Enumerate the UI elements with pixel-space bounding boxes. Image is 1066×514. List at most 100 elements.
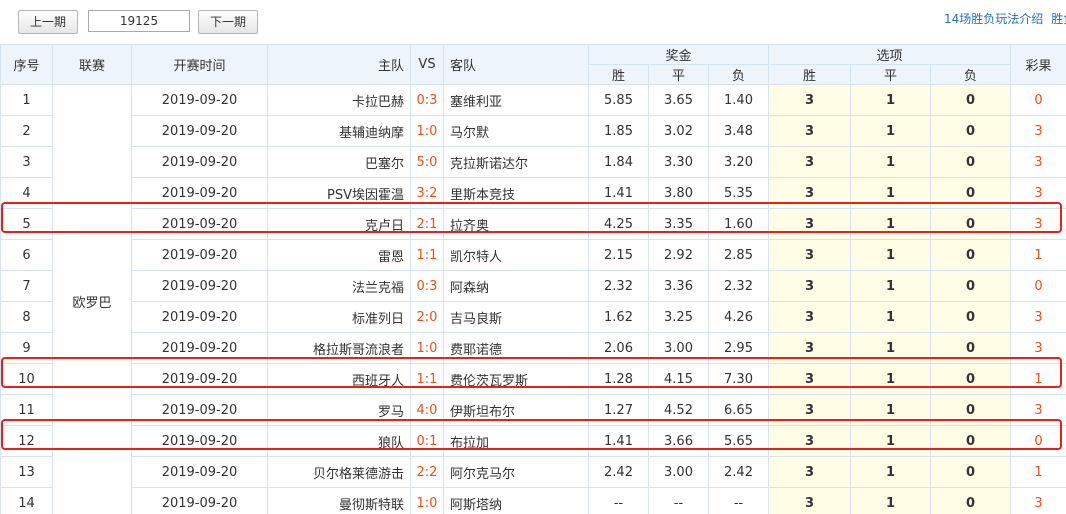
option-win: 3: [768, 270, 852, 302]
issue-input[interactable]: 19125: [88, 10, 190, 32]
sub-header: 负: [707, 64, 770, 85]
match-time: 2019-09-20: [131, 425, 268, 457]
score: 2:1: [410, 208, 444, 240]
away-team: 凯尔特人: [443, 239, 589, 271]
away-team: 阿斯塔纳: [443, 487, 589, 514]
result: 1: [1010, 456, 1066, 488]
home-team: 西班牙人: [267, 363, 411, 395]
score: 2:2: [410, 456, 444, 488]
match-time: 2019-09-20: [131, 146, 268, 178]
away-team: 克拉斯诺达尔: [443, 146, 589, 178]
match-row: 1 欧罗巴 2019-09-20 卡拉巴赫 0:3 塞维利亚 5.85 3.65 1.40 3 1 0…: [0, 84, 1066, 514]
home-team: 巴塞尔: [267, 146, 411, 178]
row-number: 14: [0, 487, 53, 514]
option-lose: 0: [930, 84, 1012, 116]
option-lose: 0: [930, 146, 1012, 178]
away-team: 塞维利亚: [443, 84, 589, 116]
option-win: 3: [768, 301, 852, 333]
home-team: 法兰克福: [267, 270, 411, 302]
odds-draw: 3.30: [648, 146, 709, 178]
odds-lose: 1.60: [707, 208, 770, 240]
away-team: 马尔默: [443, 115, 589, 147]
link[interactable]: 胜负: [1051, 12, 1066, 26]
odds-lose: 2.42: [707, 456, 770, 488]
header: 开赛时间: [131, 44, 268, 85]
odds-draw: 3.36: [648, 270, 709, 302]
prev-button[interactable]: 上一期: [18, 10, 78, 34]
header: 客队: [443, 44, 589, 85]
odds-lose: 2.85: [707, 239, 770, 271]
header: 主队: [267, 44, 411, 85]
odds-lose: 3.48: [707, 115, 770, 147]
option-draw: 1: [850, 487, 932, 514]
odds-lose: 2.32: [707, 270, 770, 302]
option-lose: 0: [930, 301, 1012, 333]
odds-draw: 2.92: [648, 239, 709, 271]
league: 欧罗巴: [52, 84, 132, 514]
option-draw: 1: [850, 363, 932, 395]
option-win: 3: [768, 239, 852, 271]
row-number: 13: [0, 456, 53, 488]
odds-win: 2.42: [588, 456, 649, 488]
option-draw: 1: [850, 146, 932, 178]
row-number: 12: [0, 425, 53, 457]
home-team: 标准列日: [267, 301, 411, 333]
odds-draw: 3.02: [648, 115, 709, 147]
option-win: 3: [768, 363, 852, 395]
option-draw: 1: [850, 301, 932, 333]
away-team: 阿尔克马尔: [443, 456, 589, 488]
header: 奖金: [587, 44, 770, 65]
home-team: 卡拉巴赫: [267, 84, 411, 116]
score: 2:0: [410, 301, 444, 333]
sub-header: 胜: [588, 64, 649, 85]
match-time: 2019-09-20: [131, 301, 268, 333]
option-draw: 1: [850, 425, 932, 457]
odds-draw: 3.66: [648, 425, 709, 457]
match-row: 13 2019-09-20 贝尔格莱德游击 2:2 阿尔克马尔 2.42 3.00 2.42 3…: [0, 456, 1066, 488]
odds-lose: 4.26: [707, 301, 770, 333]
header: 彩果: [1010, 44, 1066, 85]
row-number: 7: [0, 270, 53, 302]
match-row: 14 2019-09-20 曼彻斯特联 1:0 阿斯塔纳 -- -- -- 3 1 0 3: [0, 487, 1066, 514]
odds-win: 1.62: [588, 301, 649, 333]
result: 3: [1010, 301, 1066, 333]
score: 0:1: [410, 425, 444, 457]
match-time: 2019-09-20: [131, 208, 268, 240]
header: 联赛: [52, 44, 132, 85]
match-row: 2 2019-09-20 基辅迪纳摩 1:0 马尔默 1.85 3.02 3.48 3 1 0 3: [0, 115, 1066, 147]
link[interactable]: 14场胜负玩法介绍: [944, 12, 1044, 26]
match-time: 2019-09-20: [131, 115, 268, 147]
result: 0: [1010, 270, 1066, 302]
odds-lose: 1.40: [707, 84, 770, 116]
next-button[interactable]: 下一期: [198, 10, 258, 34]
option-lose: 0: [930, 270, 1012, 302]
away-team: 阿森纳: [443, 270, 589, 302]
option-draw: 1: [850, 115, 932, 147]
odds-win: --: [588, 487, 649, 514]
odds-draw: 3.65: [648, 84, 709, 116]
sub-header: 负: [930, 64, 1012, 85]
odds-win: 5.85: [588, 84, 649, 116]
away-team: 拉齐奥: [443, 208, 589, 240]
match-row: 7 2019-09-20 法兰克福 0:3 阿森纳 2.32 3.36 2.32 3 1 0 0: [0, 270, 1066, 302]
match-row: 3 2019-09-20 巴塞尔 5:0 克拉斯诺达尔 1.84 3.30 3.20 3 1 0 3: [0, 146, 1066, 178]
score: 0:3: [410, 270, 444, 302]
odds-draw: 4.15: [648, 363, 709, 395]
home-team: 基辅迪纳摩: [267, 115, 411, 147]
highlight-box: [1, 202, 1062, 233]
row-number: 8: [0, 301, 53, 333]
option-lose: 0: [930, 425, 1012, 457]
highlight-box: [1, 419, 1062, 450]
toolbar: 上一期 19125 下一期 14场胜负玩法介绍胜负: [0, 0, 1066, 44]
match-time: 2019-09-20: [131, 270, 268, 302]
option-win: 3: [768, 146, 852, 178]
odds-win: 1.84: [588, 146, 649, 178]
odds-lose: --: [707, 487, 770, 514]
odds-win: 2.32: [588, 270, 649, 302]
match-time: 2019-09-20: [131, 456, 268, 488]
odds-draw: 3.00: [648, 456, 709, 488]
score: 1:0: [410, 115, 444, 147]
row-number: 6: [0, 239, 53, 271]
header: VS: [410, 44, 444, 85]
